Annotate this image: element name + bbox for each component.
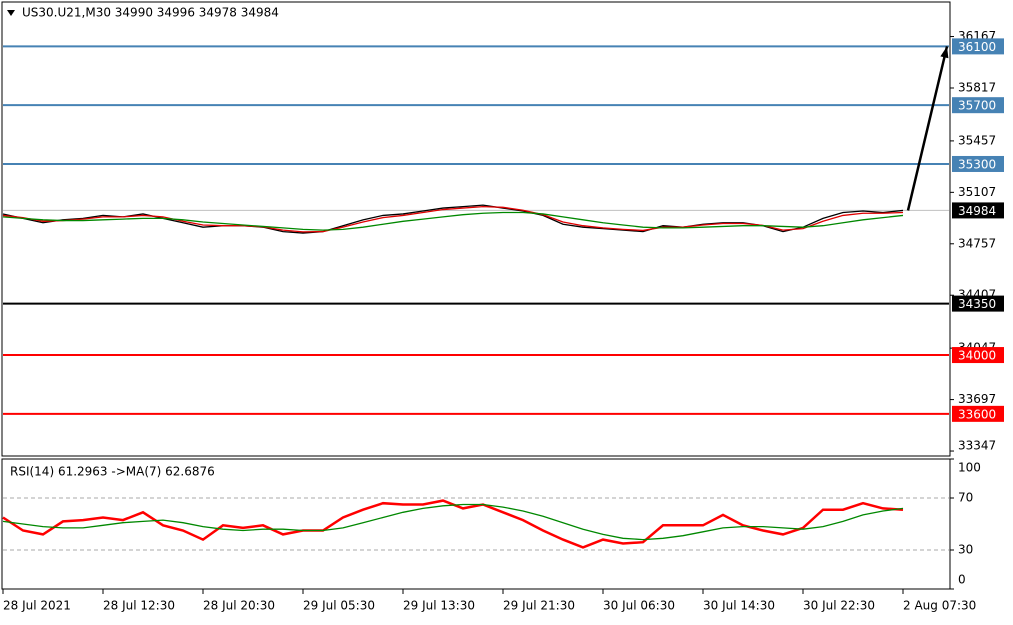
series-line: [2, 211, 904, 231]
x-tick-label: 30 Jul 14:30: [703, 599, 775, 613]
rsi-panel: [1, 458, 951, 590]
y-tick-label: 100: [958, 461, 981, 475]
level-tag-label: 36100: [958, 40, 996, 54]
price-tag-label: 34984: [958, 204, 996, 218]
y-tick-label: 70: [958, 491, 973, 505]
price-panel: [1, 1, 951, 457]
x-tick-label: 30 Jul 22:30: [803, 599, 875, 613]
x-tick-label: 28 Jul 2021: [3, 599, 71, 613]
x-tick-label: 28 Jul 20:30: [203, 599, 275, 613]
x-tick-label: 2 Aug 07:30: [903, 599, 976, 613]
level-tag-label: 34000: [958, 349, 996, 363]
x-tick-label: 28 Jul 12:30: [103, 599, 175, 613]
y-tick-label: 33347: [958, 439, 996, 453]
price-tag: [952, 202, 1004, 219]
level-tag-label: 34350: [958, 297, 996, 311]
series-line: [2, 205, 904, 233]
x-tick-label: 29 Jul 13:30: [403, 599, 475, 613]
level-tag: [952, 38, 1004, 55]
level-tag-label: 35700: [958, 99, 996, 113]
level-tag: [952, 405, 1004, 422]
collapse-icon[interactable]: [7, 10, 15, 16]
level-tag: [952, 295, 1004, 312]
level-tag-label: 35300: [958, 157, 996, 171]
y-tick-label: 35817: [958, 80, 996, 94]
y-tick-label: 34757: [958, 236, 996, 250]
arrow-shaft: [906, 46, 949, 211]
y-tick-label: 0: [958, 573, 966, 587]
x-tick-label: 29 Jul 21:30: [503, 599, 575, 613]
x-tick-label: 29 Jul 05:30: [303, 599, 375, 613]
y-tick-label: 30: [958, 543, 973, 557]
series-line: [2, 503, 904, 541]
level-tag: [952, 347, 1004, 364]
y-tick-label: 35107: [958, 185, 996, 199]
level-tag: [952, 155, 1004, 172]
y-tick-label: 33697: [958, 392, 996, 406]
x-tick-label: 30 Jul 06:30: [603, 599, 675, 613]
y-tick-label: 35457: [958, 133, 996, 147]
price-title: US30.U21,M30 34990 34996 34978 34984: [22, 6, 279, 20]
rsi-title: RSI(14) 61.2963 ->MA(7) 62.6876: [10, 465, 215, 479]
arrow-head: [940, 46, 949, 59]
level-tag: [952, 97, 1004, 114]
level-tag-label: 33600: [958, 407, 996, 421]
